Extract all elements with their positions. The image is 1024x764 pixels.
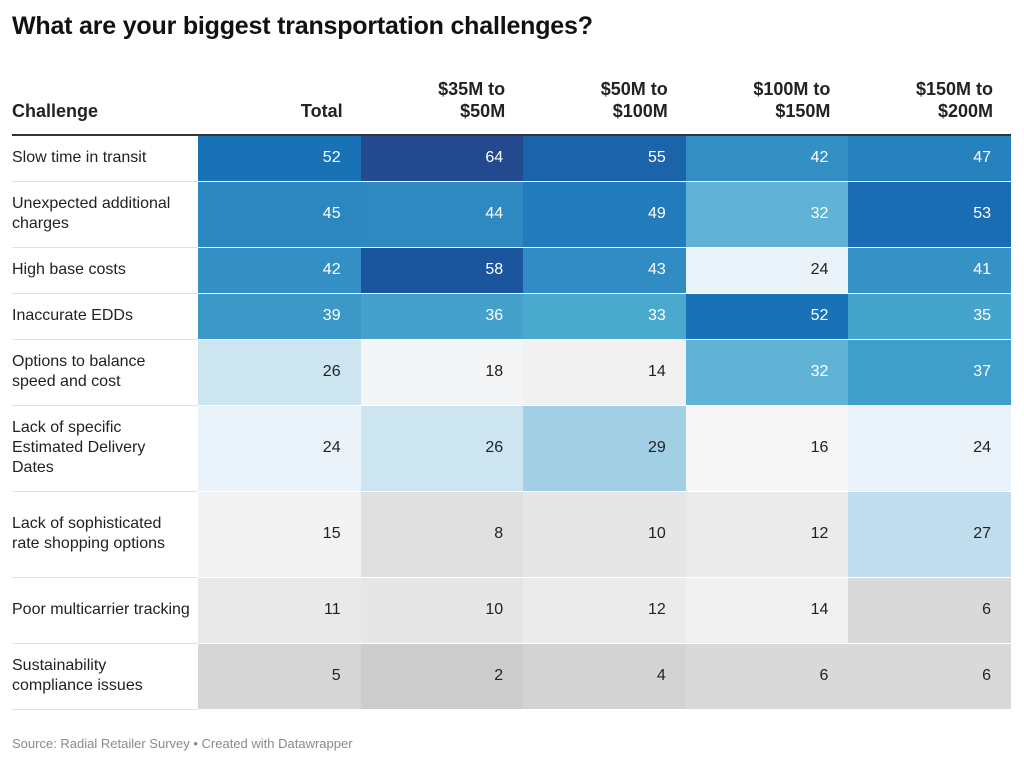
- column-header-line: Total: [300, 101, 343, 121]
- heat-cell: 33: [523, 293, 686, 340]
- heat-cell: 14: [523, 339, 686, 406]
- heat-cell: 32: [685, 339, 849, 406]
- heat-cell: 39: [198, 293, 361, 340]
- column-header: $50M to $100M: [523, 74, 686, 136]
- row-label: Lack of specific Estimated Delivery Date…: [12, 405, 198, 492]
- heat-cell: 24: [198, 405, 361, 492]
- column-header-line: $100M: [612, 101, 668, 121]
- table-row: High base costs 42 58 43 24 41: [12, 247, 1011, 294]
- column-header-line: Challenge: [12, 101, 99, 121]
- column-header: $150M to $200M: [848, 74, 1011, 136]
- heat-cell: 47: [848, 135, 1011, 182]
- heatmap-table: Challenge Total $35M to $50M $50M to $100M $10…: [12, 74, 1011, 710]
- chart-title: What are your biggest transportation cha…: [12, 12, 593, 40]
- table-row: Lack of sophisticated rate shopping opti…: [12, 491, 1011, 578]
- table-row: Sustainability compliance issues 5 2 4 6 6: [12, 643, 1011, 710]
- heat-cell: 32: [685, 181, 849, 248]
- column-header-line: $150M: [775, 101, 831, 121]
- heat-cell: 16: [685, 405, 849, 492]
- heat-cell: 44: [360, 181, 524, 248]
- table-row: Lack of specific Estimated Delivery Date…: [12, 405, 1011, 492]
- heat-cell: 36: [360, 293, 524, 340]
- header-row: Challenge Total $35M to $50M $50M to $100M $10…: [12, 74, 1011, 136]
- heat-cell: 58: [360, 247, 524, 294]
- heat-cell: 12: [523, 577, 686, 644]
- table-row: Unexpected additional charges 45 44 49 32 53: [12, 181, 1011, 248]
- heat-cell: 49: [523, 181, 686, 248]
- heat-cell: 53: [848, 181, 1011, 248]
- heat-cell: 12: [685, 491, 849, 578]
- table-row: Options to balance speed and cost 26 18 14 3…: [12, 339, 1011, 406]
- heat-cell: 26: [360, 405, 524, 492]
- heat-cell: 41: [848, 247, 1011, 294]
- heat-cell: 14: [685, 577, 849, 644]
- heat-cell: 8: [360, 491, 524, 578]
- column-header: $100M to $150M: [685, 74, 849, 136]
- row-label: Lack of sophisticated rate shopping opti…: [12, 491, 198, 578]
- table-row: Inaccurate EDDs 39 36 33 52 35: [12, 293, 1011, 340]
- heat-cell: 29: [523, 405, 686, 492]
- column-header-line: $50M: [460, 101, 506, 121]
- heat-cell: 64: [360, 135, 524, 182]
- column-header-line: $50M to: [600, 79, 668, 99]
- heat-cell: 52: [685, 293, 849, 340]
- heat-cell: 10: [523, 491, 686, 578]
- heat-cell: 11: [198, 577, 361, 644]
- heat-cell: 42: [198, 247, 361, 294]
- column-header-line: $100M to: [753, 79, 831, 99]
- heat-cell: 27: [848, 491, 1011, 578]
- row-label: Inaccurate EDDs: [12, 293, 198, 340]
- heat-cell: 35: [848, 293, 1011, 340]
- heat-cell: 10: [360, 577, 524, 644]
- source-note: Source: Radial Retailer Survey • Created…: [12, 736, 353, 751]
- heat-cell: 4: [523, 643, 686, 710]
- heat-cell: 24: [685, 247, 849, 294]
- table-row: Slow time in transit 52 64 55 42 47: [12, 135, 1011, 182]
- heat-cell: 15: [198, 491, 361, 578]
- heat-cell: 2: [360, 643, 524, 710]
- row-label: Poor multicarrier tracking: [12, 577, 198, 644]
- column-header-line: $35M to: [438, 79, 506, 99]
- row-label: High base costs: [12, 247, 198, 294]
- heat-cell: 5: [198, 643, 361, 710]
- column-header-line: $200M: [937, 101, 993, 121]
- heat-cell: 52: [198, 135, 361, 182]
- heat-cell: 6: [685, 643, 849, 710]
- table-body: Slow time in transit 52 64 55 42 47 Unexpected…: [12, 135, 1011, 710]
- row-label: Sustainability compliance issues: [12, 643, 198, 710]
- heat-cell: 45: [198, 181, 361, 248]
- row-label: Slow time in transit: [12, 135, 198, 182]
- heat-cell: 26: [198, 339, 361, 406]
- heat-cell: 37: [848, 339, 1011, 406]
- column-header: $35M to $50M: [360, 74, 524, 136]
- column-header: Challenge: [12, 74, 198, 136]
- row-label: Unexpected additional charges: [12, 181, 198, 248]
- heat-cell: 18: [360, 339, 524, 406]
- heat-cell: 6: [848, 643, 1011, 710]
- column-header-line: $150M to: [915, 79, 993, 99]
- heat-cell: 6: [848, 577, 1011, 644]
- column-header: Total: [198, 74, 361, 136]
- heat-cell: 42: [685, 135, 849, 182]
- heat-cell: 24: [848, 405, 1011, 492]
- heat-cell: 43: [523, 247, 686, 294]
- table-row: Poor multicarrier tracking 11 10 12 14 6: [12, 577, 1011, 644]
- heat-cell: 55: [523, 135, 686, 182]
- row-label: Options to balance speed and cost: [12, 339, 198, 406]
